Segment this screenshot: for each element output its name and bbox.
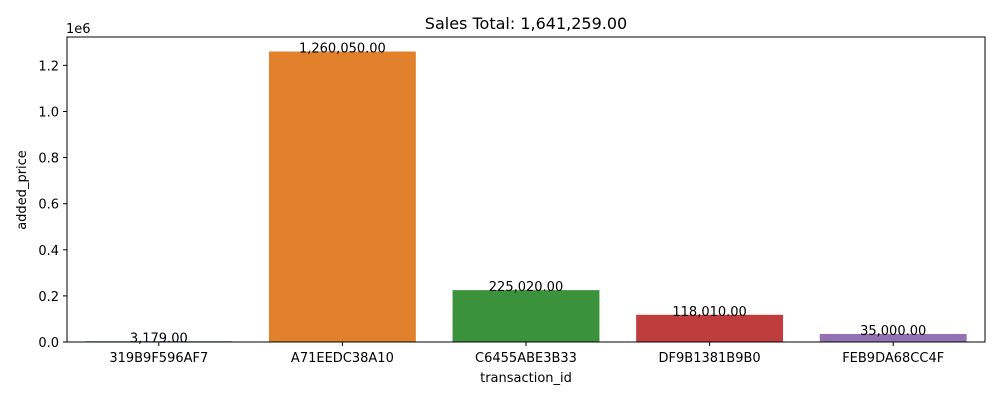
bar-DF9B1381B9B0 bbox=[636, 314, 784, 342]
x-tick-label: FEB9DA68CC4F bbox=[842, 351, 944, 366]
y-offset-label: 1e6 bbox=[66, 22, 91, 37]
x-tick-label: C6455ABE3B33 bbox=[475, 351, 577, 366]
bar-value-label: 1,260,050.00 bbox=[299, 42, 386, 57]
x-axis-label: transaction_id bbox=[480, 371, 572, 386]
y-axis-label: added_price bbox=[15, 150, 30, 230]
y-tick-label: 0.6 bbox=[38, 198, 59, 213]
bars-group bbox=[85, 51, 967, 343]
y-axis: 0.0 0.2 0.4 0.6 0.8 1.0 1.2 bbox=[38, 59, 67, 351]
bar-value-label: 118,010.00 bbox=[672, 305, 746, 320]
y-tick-label: 1.0 bbox=[38, 105, 59, 120]
bar-C6455ABE3B33 bbox=[452, 290, 600, 342]
y-tick-label: 0.0 bbox=[38, 336, 59, 351]
bar-labels-group: 3,179.00 1,260,050.00 225,020.00 118,010.00… bbox=[130, 42, 926, 347]
x-tick-label: A71EEDC38A10 bbox=[291, 351, 394, 366]
bar-FEB9DA68CC4F bbox=[819, 333, 967, 342]
bar-value-label: 35,000.00 bbox=[860, 324, 926, 339]
bar-value-label: 225,020.00 bbox=[489, 280, 563, 295]
bar-value-label: 3,179.00 bbox=[130, 331, 188, 346]
x-tick-label: 319B9F596AF7 bbox=[109, 351, 208, 366]
y-tick-label: 0.8 bbox=[38, 152, 59, 167]
x-tick-label: DF9B1381B9B0 bbox=[659, 351, 761, 366]
y-tick-label: 1.2 bbox=[38, 59, 59, 74]
x-axis: 319B9F596AF7 A71EEDC38A10 C6455ABE3B33 DF9B… bbox=[109, 342, 944, 366]
chart-title: Sales Total: 1,641,259.00 bbox=[425, 14, 627, 33]
y-tick-label: 0.4 bbox=[38, 244, 59, 259]
y-tick-label: 0.2 bbox=[38, 290, 59, 305]
plot-frame bbox=[66, 36, 986, 343]
bar-A71EEDC38A10 bbox=[268, 51, 416, 343]
